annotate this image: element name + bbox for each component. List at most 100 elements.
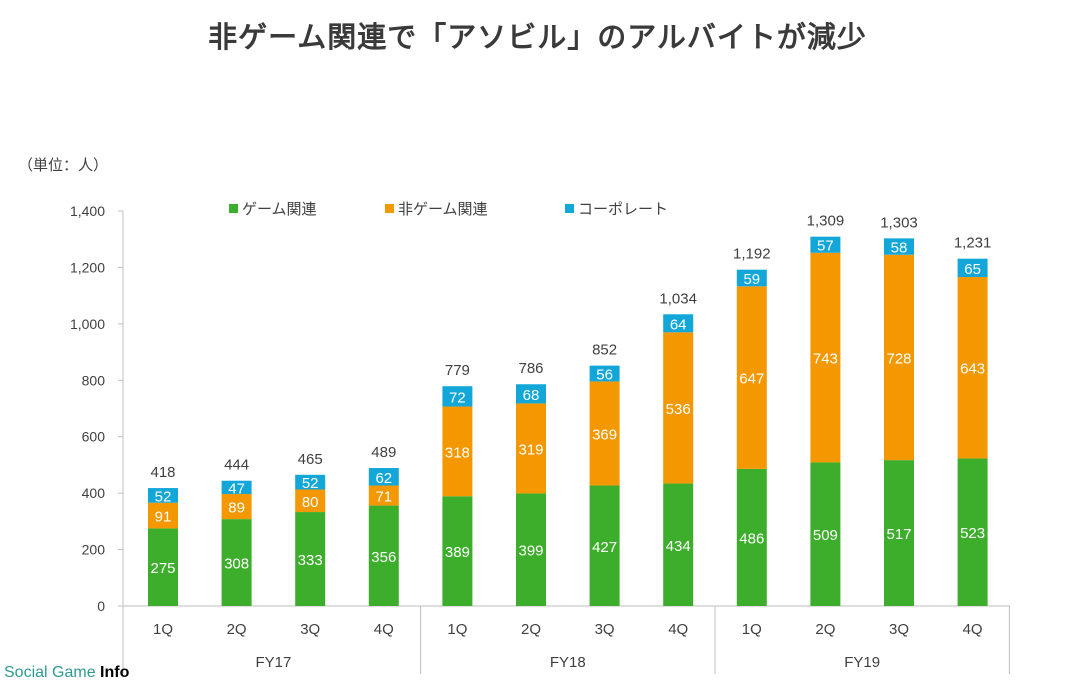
segment-value-label: 52: [302, 475, 319, 492]
y-tick-label: 800: [82, 372, 106, 388]
category-label: 3Q: [595, 621, 615, 638]
category-label: 3Q: [889, 621, 909, 638]
y-tick-label: 0: [97, 598, 105, 614]
segment-value-label: 486: [739, 530, 764, 547]
y-tick-label: 1,200: [70, 259, 105, 275]
segment-value-label: 319: [518, 441, 543, 458]
segment-value-label: 743: [813, 351, 838, 368]
total-value-label: 1,303: [880, 214, 918, 231]
total-value-label: 465: [298, 451, 323, 468]
segment-value-label: 523: [960, 525, 985, 542]
bar-segment: [663, 483, 694, 606]
legend-label: コーポレート: [578, 200, 668, 218]
total-value-label: 1,034: [659, 290, 697, 307]
segment-value-label: 275: [150, 560, 175, 577]
total-value-label: 1,309: [807, 213, 845, 230]
total-value-label: 1,192: [733, 246, 771, 263]
segment-value-label: 356: [371, 549, 396, 566]
legend-label: 非ゲーム関連: [398, 200, 488, 218]
segment-value-label: 62: [375, 470, 392, 487]
segment-value-label: 509: [813, 527, 838, 544]
bar-segment: [516, 493, 546, 606]
watermark-text-a: Social Game: [4, 664, 96, 681]
segment-value-label: 318: [445, 444, 470, 461]
bar-segment: [736, 286, 767, 469]
y-tick-label: 600: [82, 429, 106, 445]
category-label: 1Q: [742, 621, 762, 638]
chart-title: 非ゲーム関連で「アソビル」のアルバイトが減少: [208, 20, 867, 54]
category-label: 2Q: [521, 621, 541, 638]
segment-value-label: 72: [449, 389, 466, 406]
bar-segment: [442, 406, 473, 497]
total-value-label: 489: [371, 444, 396, 461]
total-value-label: 1,231: [954, 235, 992, 252]
y-tick-label: 400: [82, 485, 106, 501]
group-label: FY19: [844, 654, 880, 671]
total-value-label: 779: [445, 362, 470, 379]
legend-swatch: [385, 204, 394, 213]
watermark-text-b: Info: [100, 664, 130, 681]
bar-segment: [663, 314, 694, 333]
bar-segment: [957, 258, 988, 278]
bar-segment: [442, 386, 473, 407]
bar-segment: [148, 502, 178, 529]
segment-value-label: 68: [523, 387, 540, 404]
segment-value-label: 89: [228, 500, 245, 517]
category-label: 1Q: [153, 621, 173, 638]
segment-value-label: 369: [592, 426, 617, 443]
segment-value-label: 52: [155, 488, 172, 505]
bar-segment: [810, 252, 841, 463]
bar-segment: [221, 480, 252, 494]
segment-value-label: 536: [666, 401, 691, 418]
segment-value-label: 389: [445, 544, 470, 561]
bar-segment: [884, 254, 914, 461]
y-tick-label: 1,400: [70, 203, 105, 219]
group-label: FY18: [550, 654, 586, 671]
segment-value-label: 57: [817, 238, 834, 255]
bar-segment: [368, 468, 399, 486]
legend-swatch: [229, 204, 238, 213]
legend-label: ゲーム関連: [242, 200, 317, 218]
segment-value-label: 643: [960, 361, 985, 378]
segment-value-label: 58: [891, 240, 908, 257]
bar-segment: [957, 458, 988, 606]
total-value-label: 444: [224, 457, 249, 474]
segment-value-label: 80: [302, 494, 319, 511]
segment-value-label: 647: [739, 371, 764, 388]
category-label: 2Q: [815, 621, 835, 638]
bar-segment: [295, 474, 326, 490]
category-label: 3Q: [300, 621, 320, 638]
bar-segment: [295, 512, 326, 606]
unit-label: （単位：人）: [18, 156, 109, 174]
segment-value-label: 427: [592, 539, 617, 556]
segment-value-label: 56: [596, 367, 613, 384]
segment-value-label: 47: [228, 480, 245, 497]
bar-segment: [736, 269, 767, 287]
segment-value-label: 333: [298, 552, 323, 569]
bar-segment: [442, 496, 473, 606]
bar-segment: [148, 488, 178, 503]
segment-value-label: 65: [964, 261, 981, 278]
segment-value-label: 399: [518, 543, 543, 560]
legend-swatch: [565, 204, 574, 213]
total-value-label: 852: [592, 342, 617, 359]
bar-segment: [221, 519, 252, 606]
segment-value-label: 64: [670, 316, 687, 333]
category-label: 4Q: [374, 621, 394, 638]
y-tick-label: 200: [82, 542, 106, 558]
category-label: 1Q: [447, 621, 467, 638]
bar-segment: [295, 489, 326, 513]
bar-segment: [589, 485, 620, 606]
bar-segment: [589, 365, 620, 382]
bar-segment: [516, 403, 546, 494]
segment-value-label: 91: [155, 509, 172, 526]
y-tick-label: 1,000: [70, 316, 105, 332]
bar-segment: [810, 236, 841, 253]
bar-segment: [368, 505, 399, 606]
bar-segment: [884, 460, 914, 606]
bar-segment: [221, 493, 252, 520]
total-value-label: 418: [150, 464, 175, 481]
segment-value-label: 434: [666, 538, 691, 555]
bar-segment: [516, 384, 546, 404]
